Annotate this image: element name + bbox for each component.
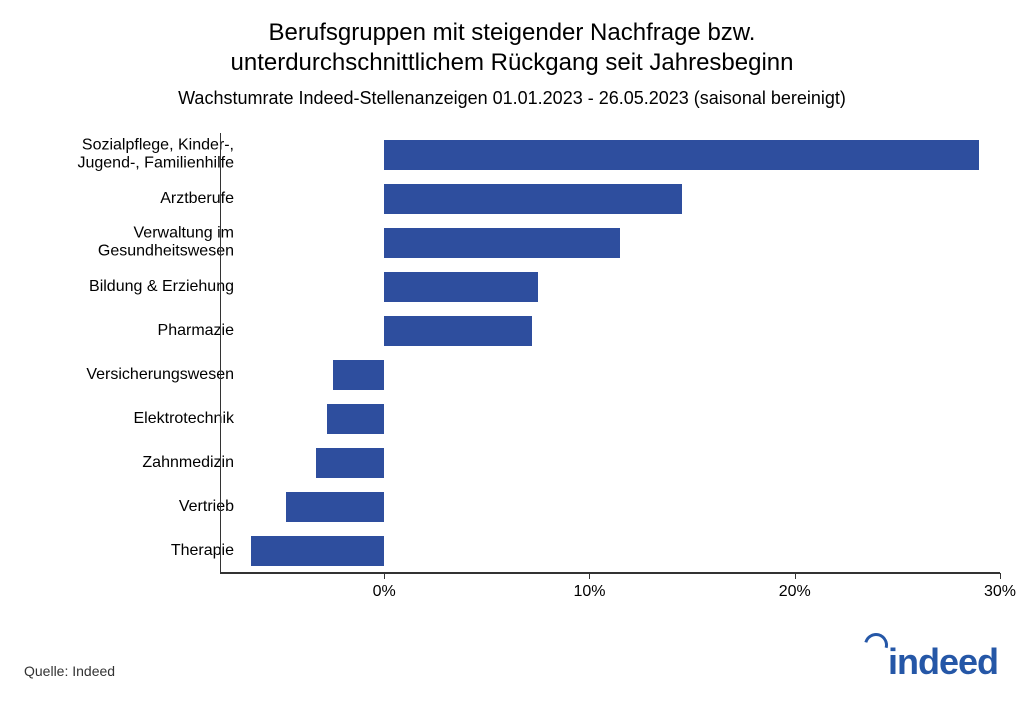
category-label: Versicherungswesen [24, 366, 234, 384]
bar-row: Versicherungswesen [0, 353, 1024, 397]
category-label: Bildung & Erziehung [24, 278, 234, 296]
chart-title: Berufsgruppen mit steigender Nachfrage b… [0, 18, 1024, 78]
bar [316, 448, 384, 478]
bar [333, 360, 384, 390]
x-tick [1000, 573, 1001, 579]
title-line-1: Berufsgruppen mit steigender Nachfrage b… [269, 19, 756, 46]
bar-row: Therapie [0, 529, 1024, 573]
bar [327, 404, 384, 434]
y-axis-spine [220, 133, 221, 573]
category-label: Elektrotechnik [24, 410, 234, 428]
category-label: Sozialpflege, Kinder-, Jugend-, Familien… [24, 137, 234, 174]
bar [384, 316, 532, 346]
bar [384, 272, 538, 302]
bar-row: Vertrieb [0, 485, 1024, 529]
bar [384, 228, 620, 258]
bar-row: Sozialpflege, Kinder-, Jugend-, Familien… [0, 133, 1024, 177]
indeed-logo: indeed [888, 641, 998, 683]
bar-row: Zahnmedizin [0, 441, 1024, 485]
chart-subtitle: Wachstumrate Indeed-Stellenanzeigen 01.0… [0, 88, 1024, 109]
x-tick-label: 20% [779, 583, 811, 601]
bar-row: Pharmazie [0, 309, 1024, 353]
bar-row: Elektrotechnik [0, 397, 1024, 441]
bar-row: Bildung & Erziehung [0, 265, 1024, 309]
category-label: Therapie [24, 542, 234, 560]
bar-row: Verwaltung im Gesundheitswesen [0, 221, 1024, 265]
bar [384, 140, 979, 170]
category-label: Vertrieb [24, 498, 234, 516]
category-label: Zahnmedizin [24, 454, 234, 472]
category-label: Arztberufe [24, 190, 234, 208]
category-label: Verwaltung im Gesundheitswesen [24, 225, 234, 262]
source-label: Quelle: Indeed [24, 663, 115, 679]
x-axis-spine [220, 573, 1000, 574]
bar [286, 492, 385, 522]
x-tick-label: 0% [373, 583, 396, 601]
chart-area: Sozialpflege, Kinder-, Jugend-, Familien… [0, 133, 1024, 613]
x-tick-label: 30% [984, 583, 1016, 601]
x-tick-label: 10% [573, 583, 605, 601]
bar [384, 184, 682, 214]
bar [251, 536, 384, 566]
category-label: Pharmazie [24, 322, 234, 340]
bar-row: Arztberufe [0, 177, 1024, 221]
title-line-2: unterdurchschnittlichem Rückgang seit Ja… [231, 49, 794, 76]
